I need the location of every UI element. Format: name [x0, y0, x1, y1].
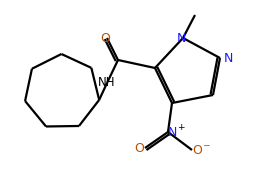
Text: O: O — [100, 33, 110, 45]
Text: N: N — [167, 127, 177, 140]
Text: O: O — [192, 144, 202, 157]
Text: N: N — [223, 52, 233, 66]
Text: −: − — [202, 140, 210, 150]
Text: O: O — [134, 142, 144, 155]
Text: NH: NH — [98, 77, 116, 89]
Text: N: N — [176, 33, 186, 45]
Text: +: + — [177, 123, 185, 132]
